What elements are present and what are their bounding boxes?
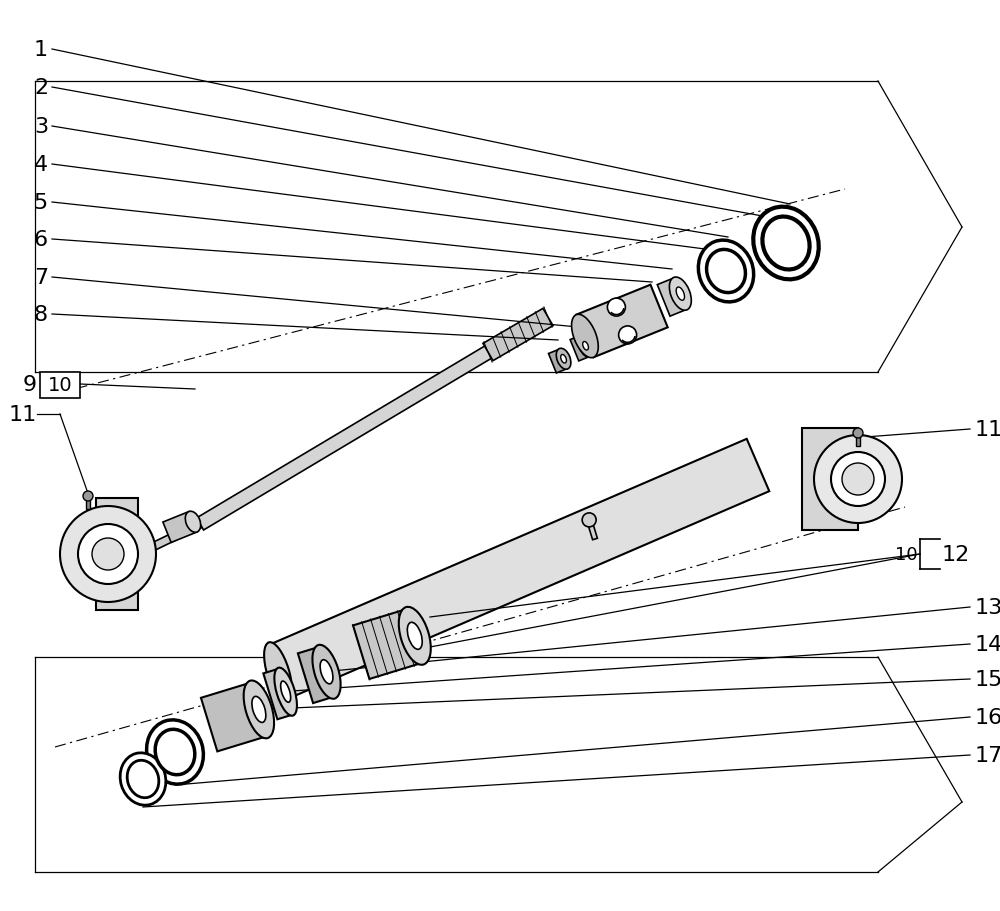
Circle shape <box>814 435 902 524</box>
Ellipse shape <box>561 355 566 363</box>
Circle shape <box>842 464 874 496</box>
Text: 1: 1 <box>34 40 48 60</box>
Ellipse shape <box>578 335 593 358</box>
Ellipse shape <box>762 218 810 271</box>
Polygon shape <box>587 519 597 540</box>
Ellipse shape <box>312 645 341 699</box>
Polygon shape <box>657 279 687 317</box>
Ellipse shape <box>120 753 166 805</box>
Text: 11: 11 <box>975 420 1000 439</box>
Polygon shape <box>483 309 553 362</box>
Text: 10: 10 <box>48 376 72 395</box>
Ellipse shape <box>127 761 159 798</box>
Text: 6: 6 <box>34 230 48 250</box>
Polygon shape <box>549 350 567 374</box>
Ellipse shape <box>147 720 203 784</box>
Circle shape <box>853 428 863 438</box>
Text: 9: 9 <box>23 374 37 394</box>
Text: 7: 7 <box>34 268 48 288</box>
Ellipse shape <box>676 288 685 301</box>
Ellipse shape <box>583 343 588 351</box>
Polygon shape <box>570 336 590 362</box>
Polygon shape <box>353 609 423 680</box>
Polygon shape <box>136 521 202 558</box>
Ellipse shape <box>320 660 333 684</box>
Text: 8: 8 <box>34 304 48 324</box>
Bar <box>40 373 80 398</box>
Bar <box>802 428 858 530</box>
Ellipse shape <box>698 241 754 302</box>
Text: 3: 3 <box>34 117 48 137</box>
Circle shape <box>619 326 637 344</box>
Ellipse shape <box>244 681 274 739</box>
Ellipse shape <box>155 730 195 775</box>
Polygon shape <box>263 669 293 720</box>
Polygon shape <box>267 439 769 699</box>
Circle shape <box>607 299 625 317</box>
Text: 2: 2 <box>34 78 48 97</box>
Polygon shape <box>576 285 668 358</box>
Text: 13: 13 <box>975 598 1000 618</box>
Ellipse shape <box>572 315 598 358</box>
Polygon shape <box>86 499 90 509</box>
Text: 16: 16 <box>975 707 1000 727</box>
Polygon shape <box>163 512 197 543</box>
Text: 11: 11 <box>9 404 37 425</box>
Circle shape <box>582 513 596 527</box>
Circle shape <box>831 453 885 507</box>
Ellipse shape <box>556 349 571 370</box>
Polygon shape <box>298 647 334 703</box>
Ellipse shape <box>399 607 431 665</box>
Circle shape <box>78 525 138 584</box>
Circle shape <box>83 491 93 501</box>
Ellipse shape <box>281 681 291 702</box>
Bar <box>96 498 138 610</box>
Ellipse shape <box>753 208 819 280</box>
Circle shape <box>92 538 124 570</box>
Text: 4: 4 <box>34 155 48 175</box>
Ellipse shape <box>407 622 422 650</box>
Text: 15: 15 <box>975 670 1000 690</box>
Polygon shape <box>856 436 860 446</box>
Text: 17: 17 <box>975 745 1000 765</box>
Ellipse shape <box>264 642 292 702</box>
Circle shape <box>60 507 156 602</box>
Ellipse shape <box>252 697 266 722</box>
Ellipse shape <box>274 668 297 716</box>
Text: 14: 14 <box>975 634 1000 654</box>
Polygon shape <box>196 345 494 530</box>
Ellipse shape <box>669 278 691 311</box>
Text: 12: 12 <box>942 545 970 565</box>
Text: 10: 10 <box>895 546 918 563</box>
Ellipse shape <box>707 251 745 293</box>
Text: 5: 5 <box>34 193 48 213</box>
Ellipse shape <box>185 512 201 533</box>
Polygon shape <box>201 683 267 752</box>
